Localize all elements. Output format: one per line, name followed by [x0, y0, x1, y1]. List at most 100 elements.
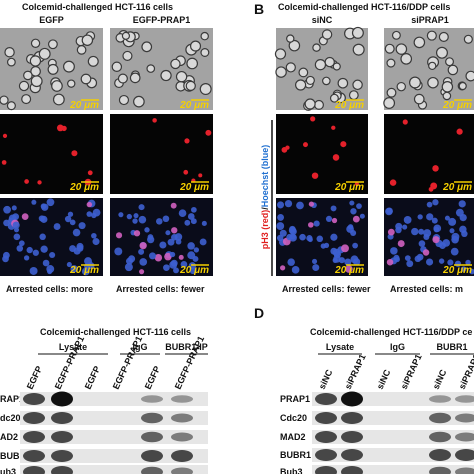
- lane-label: EGFP: [143, 364, 162, 390]
- cell: [52, 93, 65, 106]
- cell: [284, 199, 293, 208]
- cell: [384, 43, 395, 54]
- band: [429, 431, 451, 443]
- lane-label: siNC: [317, 368, 335, 391]
- cell: [42, 259, 50, 267]
- cell: [438, 258, 445, 264]
- cell: [386, 58, 396, 68]
- cell: [390, 247, 398, 255]
- band: [23, 466, 45, 474]
- cell: [275, 66, 287, 78]
- scale-bar-label: 20 μm: [442, 100, 472, 111]
- band: [171, 432, 193, 442]
- cell: [287, 258, 295, 266]
- cell: [322, 76, 331, 86]
- cell: [307, 222, 314, 228]
- row-label: BUBR1: [280, 450, 311, 460]
- cell: [425, 258, 434, 266]
- cell: [352, 242, 359, 249]
- band: [341, 412, 363, 424]
- cell: [387, 228, 395, 236]
- band: [429, 395, 451, 403]
- lane-label: siNC: [375, 368, 393, 391]
- micrograph: [110, 28, 213, 110]
- cell: [38, 215, 45, 222]
- cell: [352, 43, 365, 56]
- cell: [330, 205, 337, 212]
- cell: [139, 269, 145, 275]
- cell: [313, 220, 320, 227]
- cell: [118, 212, 124, 218]
- cell: [139, 242, 147, 250]
- cell: [310, 116, 316, 122]
- cell: [92, 238, 100, 246]
- cell: [441, 81, 454, 93]
- cell: [115, 232, 123, 239]
- cell: [40, 203, 47, 210]
- cell: [427, 76, 439, 89]
- cell: [2, 133, 8, 138]
- cell: [169, 251, 176, 258]
- band: [315, 393, 337, 405]
- group-label: Lysate: [326, 342, 354, 352]
- cell: [144, 227, 150, 233]
- micrograph: [383, 28, 474, 110]
- panel-label: D: [254, 305, 264, 321]
- row-label: Cdc20: [280, 413, 307, 423]
- cell: [199, 83, 212, 96]
- band: [455, 413, 474, 423]
- cell: [330, 233, 338, 241]
- cell: [63, 60, 75, 73]
- cell: [285, 62, 296, 73]
- cell: [32, 249, 39, 256]
- cell: [0, 95, 9, 105]
- cell: [165, 230, 171, 236]
- cell: [26, 246, 33, 254]
- cell: [395, 222, 403, 230]
- cell: [200, 31, 209, 41]
- band: [141, 450, 163, 462]
- cell: [76, 45, 87, 55]
- cell: [175, 238, 182, 245]
- band: [51, 466, 73, 474]
- cell: [180, 261, 188, 268]
- cell: [433, 226, 440, 233]
- cell: [291, 265, 300, 274]
- panel-title: Colcemid-challenged HCT-116/DDP cells: [278, 2, 450, 12]
- cell: [296, 201, 304, 210]
- band: [315, 449, 337, 461]
- cell: [389, 179, 397, 186]
- cell: [201, 220, 207, 227]
- panel-title: Colcemid-challenged HCT-116 cells: [22, 2, 173, 12]
- image-bg: [384, 114, 474, 194]
- lane-label: siPRAP1: [343, 353, 368, 391]
- scale-bar-label: 20 μm: [334, 182, 364, 193]
- group-label: BUBR1: [436, 342, 467, 352]
- cell: [460, 266, 467, 272]
- cell: [450, 247, 459, 256]
- cell: [92, 208, 101, 217]
- cell: [277, 213, 285, 221]
- cell: [47, 63, 59, 75]
- cell: [332, 154, 340, 161]
- cell: [16, 245, 24, 252]
- cell: [403, 216, 412, 224]
- cell: [38, 47, 51, 60]
- cell: [87, 55, 99, 67]
- scale-bar-label: 20 μm: [334, 100, 364, 111]
- row-label: BUBR1: [0, 451, 31, 461]
- cell: [133, 95, 145, 108]
- band: [171, 467, 193, 474]
- cell: [21, 94, 32, 105]
- cell: [129, 72, 141, 84]
- cell: [117, 73, 128, 84]
- cell: [288, 226, 297, 235]
- cell: [187, 242, 195, 250]
- band: [141, 395, 163, 403]
- cell: [72, 228, 81, 237]
- cell: [141, 41, 153, 53]
- cell: [406, 260, 414, 268]
- band: [455, 395, 474, 403]
- cell: [132, 218, 138, 224]
- cell: [30, 38, 41, 48]
